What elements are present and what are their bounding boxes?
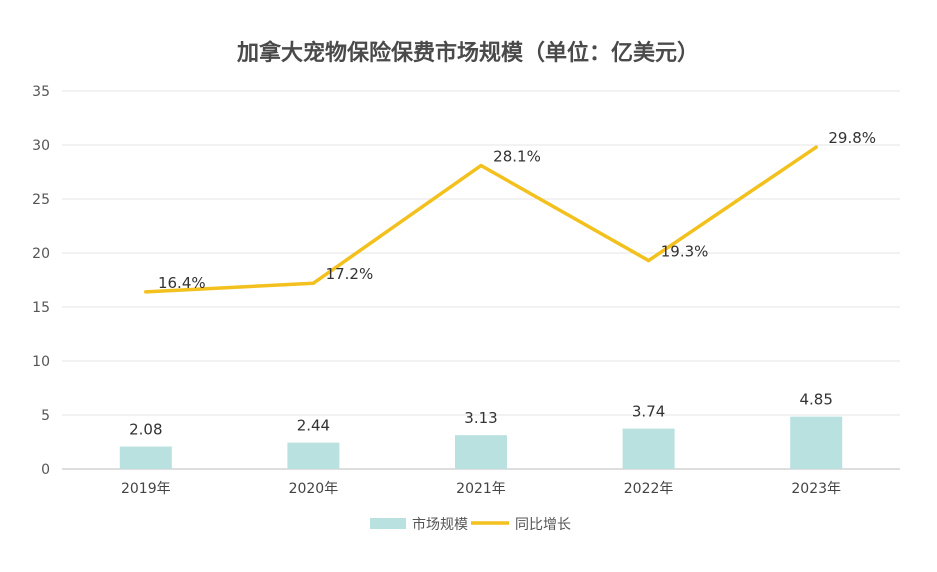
bar bbox=[790, 416, 843, 469]
x-axis-labels: 2019年 2020年 2021年 2022年 2023年 bbox=[121, 481, 841, 497]
line-point bbox=[647, 259, 651, 263]
bar-data-label: 3.13 bbox=[464, 409, 497, 427]
x-tick-label: 2022年 bbox=[624, 481, 674, 497]
legend: 市场规模 同比增长 bbox=[370, 516, 571, 533]
x-tick-label: 2020年 bbox=[289, 481, 339, 497]
bar-data-label: 3.74 bbox=[632, 403, 665, 421]
y-tick-label: 30 bbox=[32, 138, 50, 154]
line-path bbox=[144, 145, 818, 294]
line-point bbox=[311, 281, 315, 285]
bar-data-labels: 2.08 2.44 3.13 3.74 4.85 bbox=[129, 391, 833, 439]
bar bbox=[622, 428, 675, 469]
line-data-labels: 16.4% 17.2% 28.1% 19.3% 29.8% bbox=[158, 129, 876, 292]
chart-title: 加拿大宠物保险保费市场规模（单位：亿美元） bbox=[236, 40, 699, 66]
grid-lines bbox=[62, 90, 900, 470]
bar bbox=[119, 446, 172, 469]
legend-bar-swatch bbox=[370, 518, 406, 529]
bar bbox=[287, 442, 340, 469]
bar-data-label: 2.44 bbox=[297, 417, 330, 435]
bar-series bbox=[119, 416, 843, 469]
line-data-label: 28.1% bbox=[493, 148, 541, 166]
x-tick-label: 2021年 bbox=[456, 481, 506, 497]
legend-line-label: 同比增长 bbox=[515, 517, 571, 533]
bar-data-label: 4.85 bbox=[799, 391, 832, 409]
line-data-label: 17.2% bbox=[326, 265, 374, 283]
x-tick-label: 2023年 bbox=[791, 481, 841, 497]
y-tick-label: 35 bbox=[32, 84, 50, 100]
y-tick-label: 0 bbox=[41, 462, 50, 478]
line-series bbox=[144, 145, 818, 294]
bar bbox=[455, 435, 507, 469]
line-point bbox=[479, 164, 483, 168]
line-data-label: 29.8% bbox=[828, 129, 876, 147]
line-data-label: 16.4% bbox=[158, 274, 206, 292]
x-tick-label: 2019年 bbox=[121, 481, 171, 497]
legend-bar-label: 市场规模 bbox=[412, 516, 468, 533]
line-point bbox=[144, 290, 148, 294]
y-tick-label: 15 bbox=[32, 300, 50, 316]
y-tick-label: 20 bbox=[32, 246, 50, 262]
line-point bbox=[814, 145, 818, 149]
bar-data-label: 2.08 bbox=[129, 421, 162, 439]
y-tick-label: 5 bbox=[41, 408, 50, 424]
y-tick-label: 25 bbox=[32, 192, 50, 208]
y-axis-ticks: 0 5 10 15 20 25 30 35 bbox=[32, 84, 50, 478]
y-tick-label: 10 bbox=[32, 354, 50, 370]
line-data-label: 19.3% bbox=[661, 243, 709, 261]
